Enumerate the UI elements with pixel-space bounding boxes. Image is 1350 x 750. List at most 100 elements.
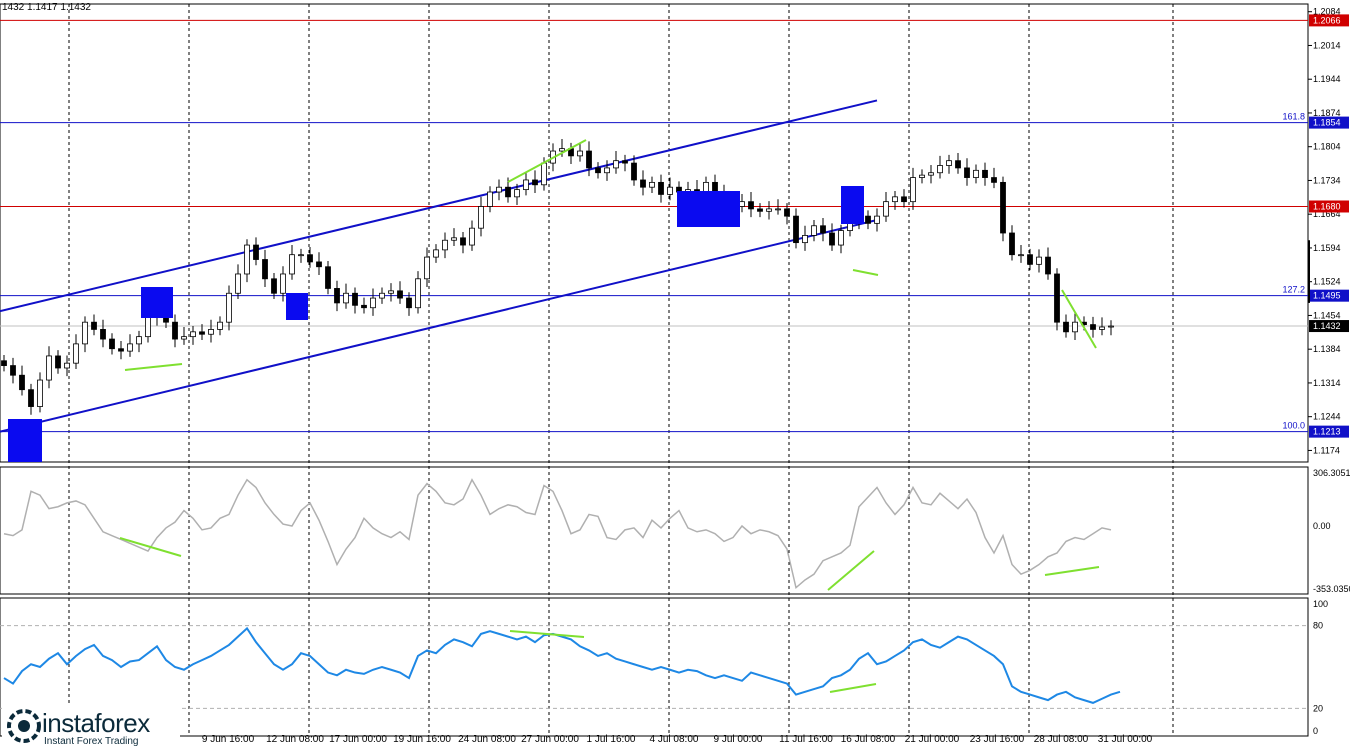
price-bar-body [775, 208, 781, 211]
price-bar-body [703, 181, 709, 193]
divergence-line [124, 363, 183, 371]
price-bar-body [739, 201, 745, 207]
price-bar-body [352, 292, 358, 306]
price-bar-body [127, 343, 133, 352]
level-price-tag [1309, 425, 1349, 438]
level-price-label: 1.1854 [1313, 118, 1341, 128]
fibonacci-ratio-label: 127.2 [1282, 285, 1305, 295]
price-bar-body [631, 162, 637, 181]
signal-marker [841, 186, 864, 224]
price-bar-body [874, 215, 880, 224]
price-bar-body [1, 360, 7, 366]
price-bar-body [487, 191, 493, 207]
stochastic-axis-label: 20 [1313, 703, 1323, 713]
y-axis-tick-label: 1.1734 [1313, 175, 1341, 185]
price-bar-body [658, 181, 664, 195]
price-bar-body [1108, 325, 1114, 328]
price-bar-body [271, 278, 277, 294]
y-axis-tick-label: 1.1454 [1313, 310, 1341, 320]
cci-axis-label: 0.00 [1313, 521, 1331, 531]
level-price-tag [1309, 200, 1349, 213]
price-bar-body [334, 288, 340, 304]
stochastic-line [3, 626, 1121, 704]
price-bar-body [55, 355, 61, 369]
instaforex-watermark: instaforex Instant Forex Trading [2, 704, 180, 748]
x-axis-tick-label: 1 Jul 16:00 [587, 734, 636, 745]
last-price-tag [1309, 320, 1349, 333]
price-bar-body [100, 329, 106, 340]
price-bar-body [766, 208, 772, 212]
price-bar-body [532, 179, 538, 186]
price-bar-body [325, 266, 331, 289]
price-bar-body [433, 249, 439, 258]
watermark-name: instaforex [42, 708, 150, 738]
price-bar-body [577, 150, 583, 157]
price-bar-body [910, 177, 916, 203]
price-bar-body [478, 206, 484, 229]
price-bar-body [649, 181, 655, 188]
price-bar-body [811, 225, 817, 236]
price-bar-body [613, 160, 619, 169]
price-bar-body [604, 167, 610, 174]
price-bar-body [838, 230, 844, 246]
price-bar-body [37, 379, 43, 407]
price-bar-body [235, 273, 241, 294]
y-axis-tick-label: 1.1944 [1313, 74, 1341, 84]
cci-divergence-line [1044, 566, 1100, 576]
price-bar-body [964, 167, 970, 178]
cci-line [3, 478, 1112, 590]
stochastic-axis-label: 80 [1313, 621, 1323, 631]
price-bar-body [667, 186, 673, 195]
price-bar-body [451, 237, 457, 241]
price-bar-body [1090, 324, 1096, 330]
stochastic-divergence-line [509, 630, 585, 638]
price-bar-body [343, 292, 349, 304]
price-bar-body [10, 365, 16, 376]
y-axis-tick-label: 1.1384 [1313, 344, 1341, 354]
level-price-label: 1.1495 [1313, 291, 1341, 301]
price-bar-body [1054, 273, 1060, 323]
price-bar-body [622, 160, 628, 164]
divergence-line [1061, 289, 1097, 349]
last-price-label: 1.1432 [1313, 321, 1341, 331]
level-price-tag [1309, 289, 1349, 302]
price-bar-body [946, 160, 952, 166]
price-bar-body [1063, 321, 1069, 333]
price-bar-body [145, 316, 151, 338]
price-bar-body [388, 290, 394, 294]
price-bar-body [91, 321, 97, 330]
price-bar-body [748, 201, 754, 210]
price-bar-body [928, 172, 934, 176]
y-axis-tick-label: 1.2084 [1313, 7, 1341, 17]
fibonacci-ratio-label: 161.8 [1282, 112, 1305, 122]
cci-axis-label: -353.0350 [1313, 584, 1350, 594]
price-bar-body [937, 165, 943, 174]
price-bar-body [226, 292, 232, 323]
price-bar-body [955, 160, 961, 169]
instaforex-logo-icon [7, 709, 41, 743]
cci-pane-frame [0, 466, 1309, 595]
price-bar-body [307, 254, 313, 263]
y-axis-tick-label: 1.1244 [1313, 412, 1341, 422]
price-bar-body [289, 254, 295, 275]
price-bar-body [28, 389, 34, 407]
price-bar-body [181, 336, 187, 340]
x-axis-tick-label: 31 Jul 00:00 [1098, 734, 1153, 745]
price-bar-body [523, 179, 529, 191]
price-bar-body [73, 343, 79, 364]
price-bar-body [586, 150, 592, 169]
price-bar-body [559, 148, 565, 152]
price-bar-body [442, 239, 448, 251]
x-axis-tick-label: 27 Jun 00:00 [521, 734, 579, 745]
cci-divergence-line [827, 550, 875, 591]
price-bar-body [379, 292, 385, 299]
price-bar-body [64, 362, 70, 369]
level-price-label: 1.2066 [1313, 15, 1341, 25]
price-bar-body [406, 297, 412, 309]
x-axis-tick-label: 24 Jun 08:00 [458, 734, 516, 745]
x-axis-tick-label: 21 Jul 00:00 [905, 734, 960, 745]
signal-marker [677, 191, 740, 227]
price-bar-body [316, 261, 322, 268]
level-price-tag [1309, 116, 1349, 129]
